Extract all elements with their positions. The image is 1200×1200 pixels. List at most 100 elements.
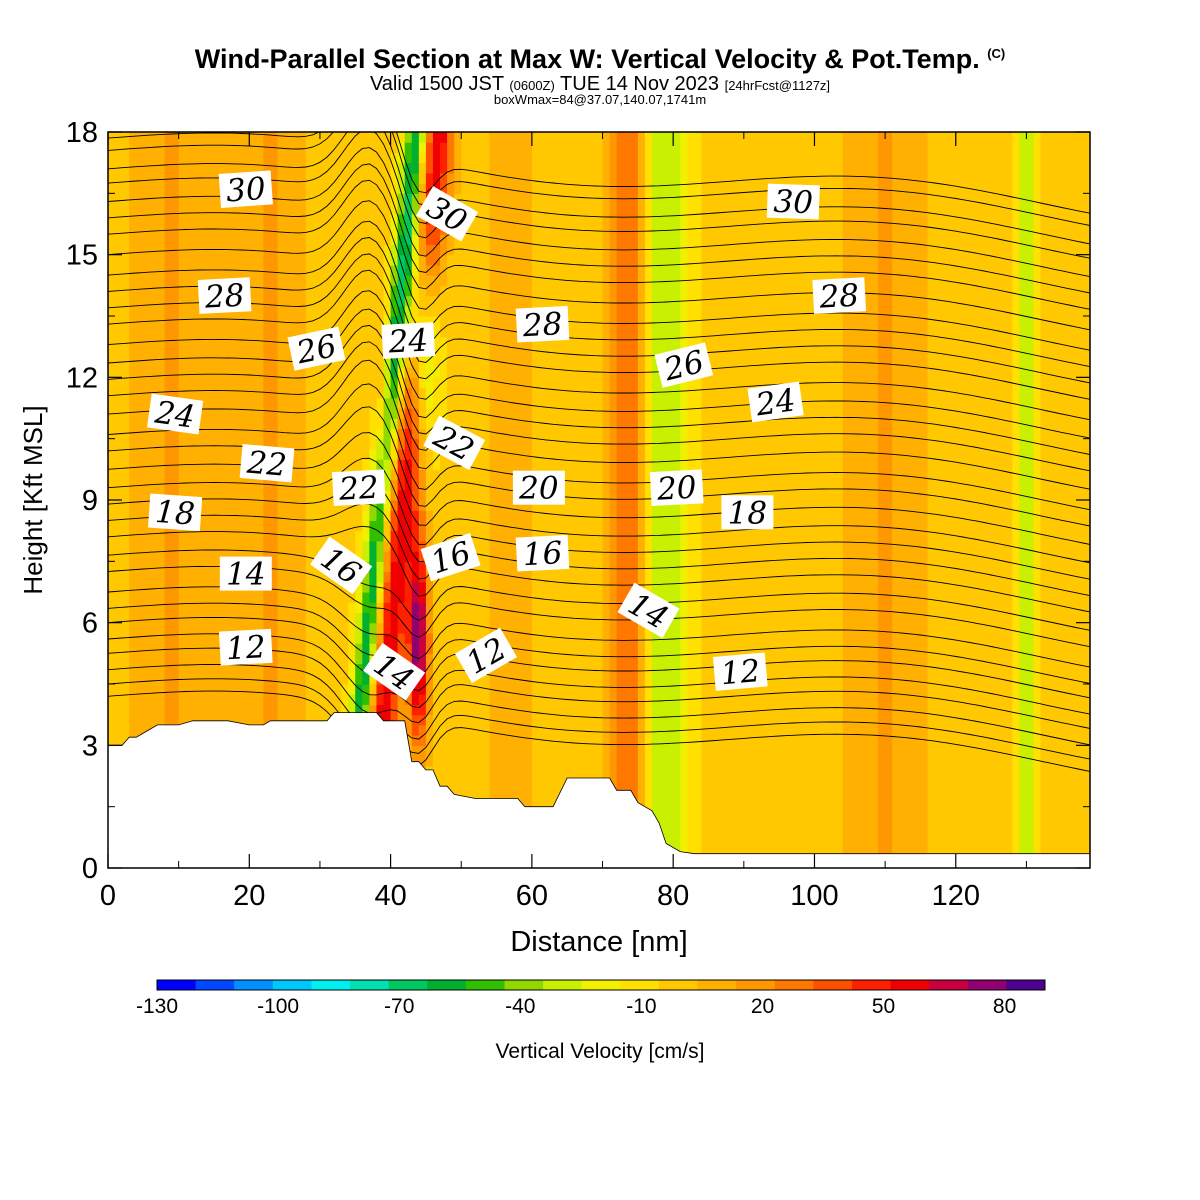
heat-cell xyxy=(157,448,166,460)
heat-cell xyxy=(143,408,151,419)
heat-cell xyxy=(298,489,307,501)
heat-cell xyxy=(553,704,561,716)
heat-cell xyxy=(178,684,187,695)
heat-cell xyxy=(263,684,272,695)
heat-cell xyxy=(305,448,314,460)
heat-cell xyxy=(334,673,342,685)
heat-cell xyxy=(249,224,257,235)
heat-cell xyxy=(291,479,300,491)
heat-cell xyxy=(404,448,413,460)
heat-cell xyxy=(475,418,484,430)
heat-cell xyxy=(383,152,392,164)
heat-cell xyxy=(390,581,399,593)
heat-cell xyxy=(108,316,116,327)
heat-cell xyxy=(164,602,173,614)
heat-cell xyxy=(567,765,575,777)
heat-cell xyxy=(588,755,597,767)
heat-cell xyxy=(411,500,420,511)
heat-cell xyxy=(312,316,321,327)
heat-cell xyxy=(538,142,547,154)
heat-cell xyxy=(263,592,272,603)
heat-cell xyxy=(369,397,378,409)
heat-cell xyxy=(581,479,589,491)
heat-cell xyxy=(503,346,512,358)
heat-cell xyxy=(517,571,526,583)
heat-cell xyxy=(192,684,201,695)
heat-cell xyxy=(376,571,385,583)
heat-cell xyxy=(546,244,554,256)
heat-cell xyxy=(192,316,201,327)
heat-cell xyxy=(129,397,137,409)
heat-cell xyxy=(553,612,561,624)
heat-cell xyxy=(383,397,392,409)
heat-cell xyxy=(581,183,589,194)
heat-cell xyxy=(263,408,272,419)
heat-cell xyxy=(242,704,250,716)
heat-cell xyxy=(129,663,137,675)
heat-cell xyxy=(362,622,370,634)
heat-cell xyxy=(327,183,335,194)
heat-cell xyxy=(334,275,342,286)
heat-cell xyxy=(157,704,166,716)
heat-cell xyxy=(319,234,328,246)
heat-cell xyxy=(122,193,130,205)
heat-cell xyxy=(581,418,589,430)
heat-cell xyxy=(588,489,597,501)
heat-cell xyxy=(553,663,561,675)
heat-cell xyxy=(298,540,307,552)
heat-cell xyxy=(503,755,512,767)
heat-cell xyxy=(136,540,144,552)
heat-cell xyxy=(425,285,434,297)
heat-cell xyxy=(115,500,123,511)
heat-cell xyxy=(129,530,137,542)
heat-cell xyxy=(440,602,448,614)
heat-cell xyxy=(150,551,159,562)
heat-cell xyxy=(277,224,286,235)
heat-cell xyxy=(192,132,201,143)
heat-cell xyxy=(284,653,293,665)
heat-cell xyxy=(489,224,498,235)
heat-cell xyxy=(341,142,349,154)
heat-cell xyxy=(291,653,300,665)
heat-cell xyxy=(185,132,194,143)
heat-cell xyxy=(199,193,208,205)
heat-cell xyxy=(383,602,392,614)
heat-cell xyxy=(454,776,462,787)
heat-cell xyxy=(440,643,448,654)
heat-cell xyxy=(221,704,229,716)
heat-cell xyxy=(390,510,399,522)
heat-cell xyxy=(404,254,413,266)
heat-cell xyxy=(355,684,363,695)
heat-cell xyxy=(574,581,582,593)
heat-cell xyxy=(553,438,561,450)
heat-cell xyxy=(143,663,151,675)
heat-cell xyxy=(221,152,229,164)
heat-cell xyxy=(263,285,272,297)
heat-cell xyxy=(581,561,589,573)
heat-cell xyxy=(213,663,222,675)
heat-cell xyxy=(517,448,526,460)
heat-cell xyxy=(136,724,144,736)
heat-cell xyxy=(256,551,265,562)
heat-cell xyxy=(270,571,279,583)
heat-cell xyxy=(538,643,547,654)
heat-cell xyxy=(390,489,399,501)
heat-cell xyxy=(383,438,392,450)
heat-cell xyxy=(263,622,272,634)
heat-cell xyxy=(129,653,137,665)
heat-cell xyxy=(574,612,582,624)
heat-cell xyxy=(115,643,123,654)
heat-cell xyxy=(277,428,286,440)
heat-cell xyxy=(468,684,476,695)
heat-cell xyxy=(319,673,328,685)
heat-cell xyxy=(432,581,441,593)
heat-cell xyxy=(461,724,469,736)
heat-cell xyxy=(454,285,462,297)
heat-cell xyxy=(383,612,392,624)
heat-cell xyxy=(348,387,356,399)
heat-cell xyxy=(150,387,159,399)
heat-cell xyxy=(355,264,363,276)
heat-cell xyxy=(418,285,427,297)
heat-cell xyxy=(362,684,370,695)
heat-cell xyxy=(390,479,399,491)
